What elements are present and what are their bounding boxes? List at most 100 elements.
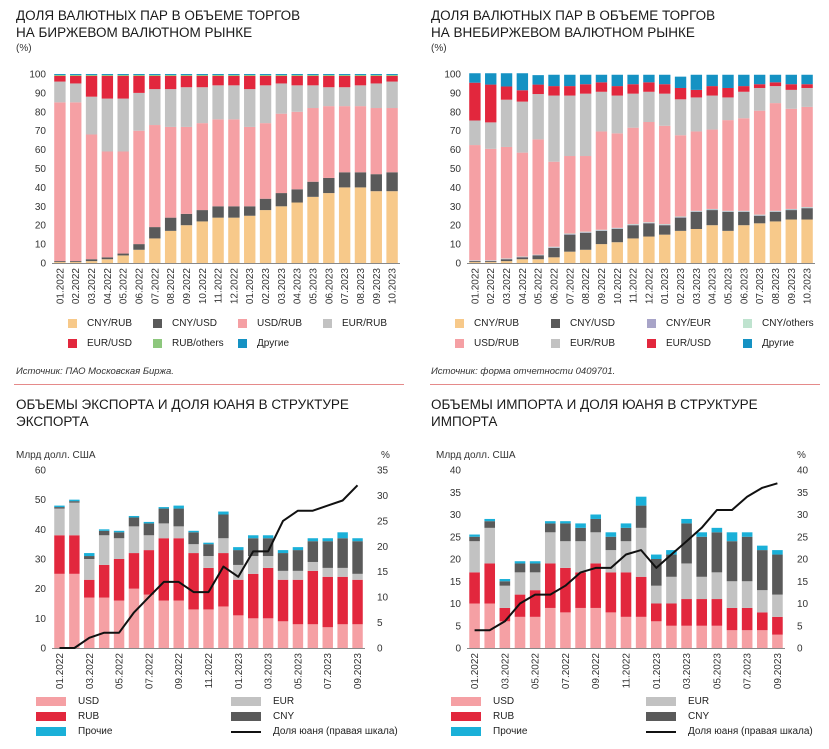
y2-tick-label: 35 <box>377 466 389 477</box>
legend-item-cny-usd: CNY/USD <box>153 318 217 329</box>
legend-item-cny-usd: CNY/USD <box>551 318 615 329</box>
exchange-legend: CNY/RUB CNY/USD USD/RUB EUR/RUB EUR/USD RUB/o… <box>0 318 410 358</box>
bar-segment-cny-usd <box>101 257 114 260</box>
bar-segment-eur-rub <box>595 91 608 132</box>
x-tick-label: 09.2023 <box>372 268 383 305</box>
bar-segment-cny-rub <box>548 257 560 263</box>
x-tick-label: 05.2023 <box>309 268 320 305</box>
bar-segment-eur-usd <box>196 75 208 88</box>
y-tick-label: 5 <box>455 621 461 632</box>
bar-segment-usd-rub <box>54 102 66 262</box>
bar-segment-usd <box>635 616 647 648</box>
bar-segment-другие <box>801 74 813 85</box>
bar-segment-rub <box>484 563 496 604</box>
legend-item-eur-rub: EUR/RUB <box>551 338 615 349</box>
x-tick-label: 01.2023 <box>660 268 671 305</box>
y-tick-label: 40 <box>35 525 47 536</box>
bar-segment-eur <box>113 538 125 559</box>
y-tick-label: 90 <box>35 88 47 99</box>
bar-segment-другие <box>370 74 382 75</box>
legend-item-rub: RUB <box>451 711 514 722</box>
x-tick-label: 09.2022 <box>174 653 185 690</box>
bar-segment-другие <box>212 74 224 75</box>
bar-segment-rub-others <box>149 74 161 76</box>
y-tick-label: 25 <box>450 532 462 543</box>
bar-segment-rub-others <box>386 74 398 76</box>
bar-segment-cny-rub <box>101 259 114 263</box>
bar-segment-cny <box>726 541 738 582</box>
bar-segment-cny-eur <box>738 211 750 212</box>
bar-segment-eur-usd <box>753 84 766 88</box>
y2-tick-label: 35 <box>797 488 809 499</box>
otc-title: ДОЛЯ ВАЛЮТНЫХ ПАР В ОБЪЕМЕ ТОРГОВ НА ВНЕ… <box>431 8 716 40</box>
bar-segment-cny <box>635 505 647 528</box>
bar-segment-rub-others <box>54 74 66 76</box>
bar-segment-usd-rub <box>485 148 497 261</box>
x-tick-label: 09.2023 <box>773 653 784 690</box>
legend-swatch <box>551 319 560 328</box>
bar-segment-cny-usd <box>706 210 718 226</box>
bar-segment-cny-rub <box>469 262 481 263</box>
bar-segment-cny <box>605 536 617 551</box>
exports-panel: ОБЪЕМЫ ЭКСПОРТА И ДОЛЯ ЮАНЯ В СТРУКТУРЕ … <box>0 390 410 749</box>
x-tick-label: 10.2023 <box>803 268 814 305</box>
x-tick-label: 07.2023 <box>743 653 754 690</box>
bar-segment-eur-usd <box>117 75 129 99</box>
bar-segment-cny <box>98 530 110 536</box>
bar-segment-eur-rub <box>164 89 177 127</box>
legend-swatch <box>647 319 656 328</box>
bar-segment-usd-rub <box>164 126 177 218</box>
legend-label: USD/RUB <box>474 338 520 349</box>
bar-segment-usd <box>262 618 274 648</box>
legend-item-usd: USD <box>36 696 99 707</box>
bar-segment-cny-rub <box>212 217 224 263</box>
legend-label: RUB <box>493 711 515 722</box>
bar-segment-rub <box>469 572 480 604</box>
x-tick-label: 12.2022 <box>229 268 240 305</box>
bar-segment-usd-rub <box>674 135 687 217</box>
bar-segment-другие <box>386 74 398 75</box>
exports-title: ОБЪЕМЫ ЭКСПОРТА И ДОЛЯ ЮАНЯ В СТРУКТУРЕ … <box>16 397 349 429</box>
legend-item-eur: EUR <box>646 696 709 707</box>
bar-segment-cny <box>772 554 783 595</box>
legend-swatch <box>68 339 77 348</box>
y2-tick-label: 40 <box>797 466 809 477</box>
bar-segment-cny-usd <box>323 177 335 194</box>
legend-label: CNY <box>273 711 295 722</box>
legend-item-rub: RUB <box>36 711 99 722</box>
bar-segment-eur-usd <box>659 84 671 94</box>
bar-segment-eur-rub <box>469 120 481 146</box>
bar-segment-eur-usd <box>386 75 398 82</box>
x-tick-label: 01.2022 <box>55 653 66 690</box>
x-tick-label: 08.2023 <box>771 268 782 305</box>
bar-segment-cny-rub <box>785 219 797 263</box>
bar-segment-cny-rub <box>259 210 272 263</box>
x-tick-label: 07.2022 <box>561 653 572 690</box>
bar-segment-usd-rub <box>659 125 671 225</box>
bar-segment-cny-usd <box>307 181 319 197</box>
bar-segment-eur <box>128 526 140 554</box>
x-tick-label: 01.2023 <box>652 653 663 690</box>
bar-segment-rub <box>188 553 199 610</box>
bar-segment-другие <box>753 74 766 85</box>
bar-segment-eur <box>54 508 65 536</box>
y-tick-label: 30 <box>450 510 462 521</box>
bar-segment-usd <box>772 634 783 648</box>
y-tick-label: 40 <box>450 183 462 194</box>
x-tick-label: 09.2023 <box>787 268 798 305</box>
bar-segment-rub <box>499 607 511 622</box>
bar-segment-usd-rub <box>738 118 750 211</box>
bar-segment-eur-rub <box>564 95 576 157</box>
bar-segment-usd-rub <box>307 108 319 182</box>
bar-segment-eur <box>560 541 571 568</box>
bar-segment-cny-others <box>785 208 797 210</box>
bar-segment-usd-rub <box>149 125 161 228</box>
bar-segment-usd-rub <box>722 120 734 211</box>
legend-label: CNY <box>688 711 710 722</box>
bar-segment-eur-rub <box>801 87 813 107</box>
x-tick-label: 09.2023 <box>353 653 364 690</box>
bar-segment-eur-rub <box>70 83 82 103</box>
y-tick-label: 90 <box>450 88 462 99</box>
legend-label: Другие <box>257 338 290 349</box>
y2-tick-label: 30 <box>377 491 389 502</box>
